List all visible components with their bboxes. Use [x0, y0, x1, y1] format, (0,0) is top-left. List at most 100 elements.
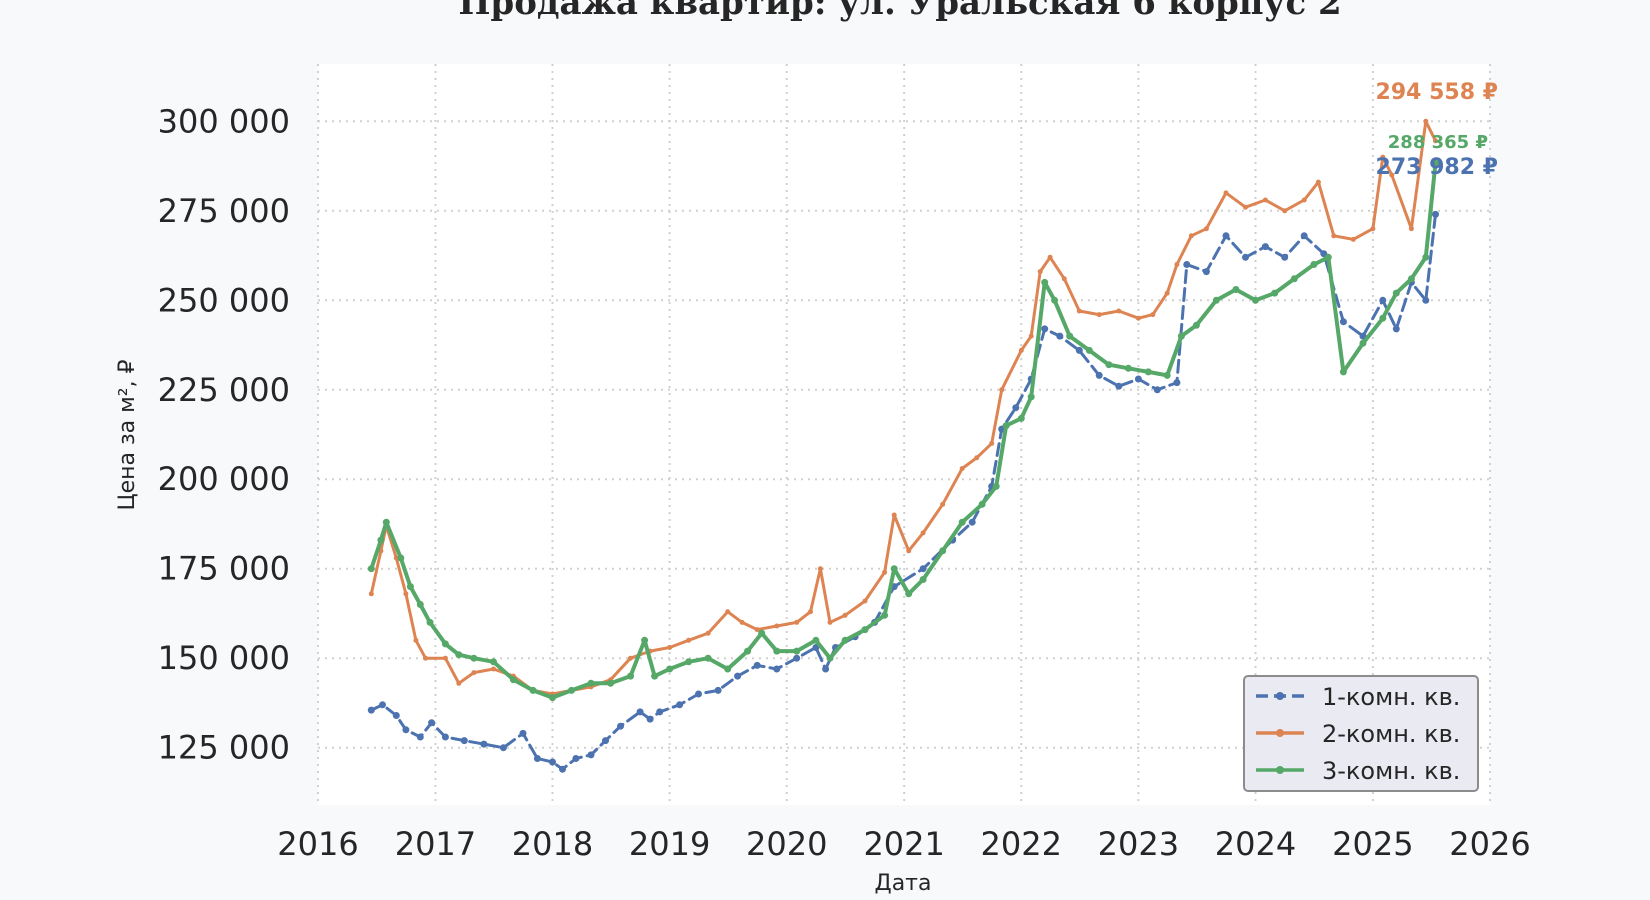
- data-point: [919, 576, 927, 583]
- data-point: [519, 729, 527, 737]
- chart-title: Продажа квартир: ул. Уральская 6 корпус …: [458, 0, 1341, 23]
- data-point: [1408, 226, 1414, 232]
- data-point: [992, 482, 1000, 490]
- data-point: [460, 737, 468, 745]
- data-point: [1116, 308, 1122, 314]
- data-point: [705, 630, 711, 636]
- data-point: [602, 737, 609, 745]
- data-point: [714, 686, 722, 694]
- data-point: [529, 686, 537, 694]
- data-point: [920, 530, 926, 536]
- data-point: [793, 647, 801, 655]
- data-point: [1076, 308, 1082, 314]
- legend-marker: [1276, 692, 1284, 700]
- data-point: [1153, 386, 1161, 394]
- data-point: [1212, 296, 1220, 304]
- data-point: [773, 647, 781, 655]
- x-tick-label: 2016: [277, 825, 358, 863]
- data-point: [1095, 371, 1103, 379]
- data-point: [1432, 159, 1439, 167]
- data-point: [607, 679, 615, 687]
- data-point: [1310, 261, 1318, 268]
- data-point: [1282, 208, 1288, 214]
- data-point: [685, 658, 693, 666]
- data-point: [841, 636, 849, 644]
- data-point: [744, 647, 752, 655]
- data-point: [968, 518, 976, 526]
- legend-entry: 1-комн. кв.: [1322, 683, 1460, 711]
- x-tick-label: 2024: [1215, 825, 1296, 863]
- data-point: [939, 547, 947, 555]
- data-point: [1324, 253, 1332, 261]
- data-point: [1041, 325, 1049, 333]
- data-point: [1056, 332, 1064, 340]
- y-tick-label: 275 000: [158, 192, 290, 230]
- data-point: [491, 666, 496, 672]
- y-axis-label: Цена за м², ₽: [115, 359, 140, 510]
- data-point: [695, 690, 702, 698]
- data-point: [1135, 315, 1141, 321]
- data-point: [1407, 275, 1415, 283]
- data-point: [397, 554, 405, 562]
- data-point: [1389, 172, 1395, 178]
- data-point: [1174, 262, 1180, 267]
- end-labels: 273 982 ₽ 294 558 ₽ 288 365 ₽: [1376, 80, 1498, 180]
- data-point: [1150, 312, 1156, 318]
- data-point: [368, 591, 374, 597]
- data-point: [758, 629, 766, 637]
- data-point: [1163, 371, 1171, 379]
- data-point: [842, 612, 848, 618]
- data-point: [416, 733, 424, 741]
- data-point: [906, 548, 912, 554]
- data-point: [724, 665, 732, 673]
- data-point: [882, 569, 888, 575]
- data-point: [1339, 318, 1347, 326]
- y-tick-label: 250 000: [158, 281, 290, 319]
- data-point: [1392, 289, 1400, 297]
- y-tick-label: 225 000: [158, 371, 290, 409]
- data-point: [817, 566, 823, 572]
- data-point: [549, 694, 556, 702]
- data-point: [1047, 254, 1053, 260]
- legend-marker: [1276, 766, 1284, 774]
- data-point: [549, 758, 556, 766]
- data-point: [416, 601, 424, 608]
- data-point: [959, 466, 965, 471]
- data-point: [862, 598, 868, 604]
- data-point: [1271, 289, 1279, 297]
- data-point: [1392, 325, 1400, 333]
- data-point: [1017, 414, 1025, 422]
- data-point: [587, 679, 595, 687]
- data-point: [1252, 296, 1259, 304]
- data-point: [1359, 339, 1367, 347]
- y-tick-label: 150 000: [158, 639, 290, 677]
- data-point: [1134, 375, 1142, 383]
- data-point: [1370, 226, 1376, 232]
- data-point: [1188, 233, 1194, 239]
- data-point: [426, 618, 434, 626]
- data-point: [636, 708, 644, 716]
- data-point: [1222, 232, 1230, 240]
- data-point: [641, 636, 649, 644]
- data-point: [499, 744, 507, 752]
- x-tick-label: 2025: [1332, 825, 1413, 863]
- data-point: [861, 626, 869, 634]
- data-point: [774, 623, 780, 629]
- data-point: [559, 765, 566, 773]
- x-tick-label: 2022: [981, 825, 1062, 863]
- data-point: [1243, 204, 1248, 210]
- data-point: [1105, 361, 1113, 369]
- data-point: [1202, 268, 1210, 276]
- data-point: [367, 706, 375, 714]
- data-point: [1085, 346, 1093, 354]
- legend-marker: [1276, 729, 1284, 737]
- data-point: [1096, 312, 1102, 318]
- data-point: [827, 619, 833, 625]
- data-point: [753, 661, 761, 669]
- data-point: [826, 654, 834, 662]
- data-point: [1173, 379, 1181, 387]
- legend-entry: 3-комн. кв.: [1322, 757, 1460, 785]
- y-tick-label: 125 000: [158, 729, 290, 767]
- data-point: [1144, 368, 1152, 376]
